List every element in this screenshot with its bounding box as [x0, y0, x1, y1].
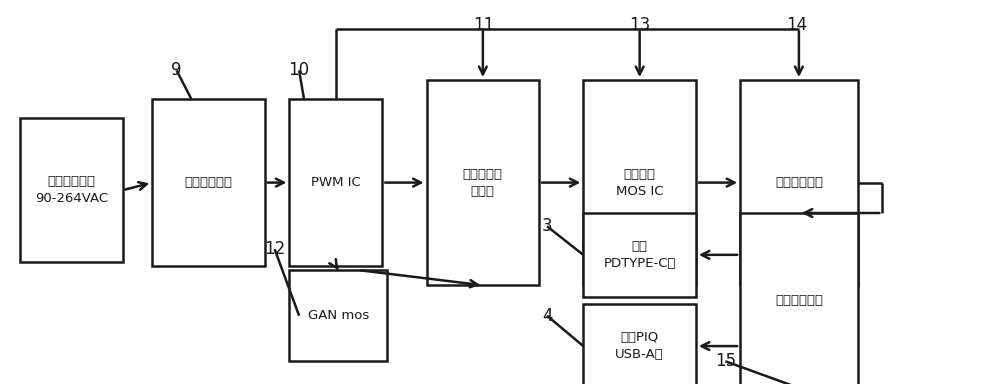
Text: 整流滤波电路: 整流滤波电路	[184, 176, 232, 189]
Text: 9: 9	[171, 61, 182, 80]
Text: 同步整流
MOS IC: 同步整流 MOS IC	[616, 168, 663, 197]
Text: 光耦反馈电路: 光耦反馈电路	[775, 176, 823, 189]
Text: 输出协议芯片: 输出协议芯片	[775, 294, 823, 307]
Bar	[740, 213, 858, 388]
Text: 3: 3	[542, 217, 552, 235]
Bar	[740, 80, 858, 285]
Text: 14: 14	[786, 16, 808, 34]
Bar	[583, 80, 696, 285]
Text: 15: 15	[715, 352, 736, 370]
Text: 前级输入市电
90-264VAC: 前级输入市电 90-264VAC	[35, 175, 108, 205]
Text: 输出
PDTYPE-C口: 输出 PDTYPE-C口	[603, 240, 676, 270]
Bar	[426, 80, 539, 285]
Text: 13: 13	[630, 16, 651, 34]
Bar	[583, 304, 696, 388]
Bar	[289, 270, 387, 361]
Text: 输出PIQ
USB-A口: 输出PIQ USB-A口	[615, 331, 664, 361]
Text: 11: 11	[473, 16, 494, 34]
Text: PWM IC: PWM IC	[311, 176, 361, 189]
Bar	[20, 118, 123, 262]
Bar	[583, 213, 696, 297]
Text: 12: 12	[264, 240, 285, 258]
Text: 4: 4	[542, 307, 552, 325]
Bar	[289, 99, 382, 266]
Text: 反激式高频
变压器: 反激式高频 变压器	[463, 168, 503, 197]
Text: GAN mos: GAN mos	[308, 309, 369, 322]
Bar	[152, 99, 265, 266]
Text: 10: 10	[289, 61, 310, 80]
